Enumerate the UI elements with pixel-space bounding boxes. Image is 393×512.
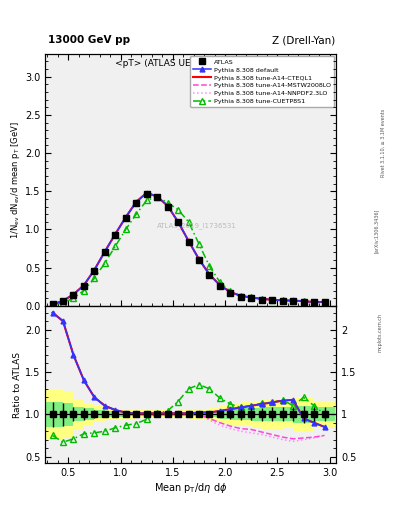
Text: 13000 GeV pp: 13000 GeV pp (48, 35, 130, 45)
Bar (42, 401, 63, 427)
Bar (136, 412, 157, 416)
Bar (272, 407, 293, 421)
Bar (136, 410, 157, 418)
Bar (251, 408, 272, 420)
Bar (63, 400, 84, 429)
Bar (94, 411, 115, 417)
Bar (105, 409, 126, 419)
Bar (241, 402, 262, 426)
Bar (199, 409, 220, 420)
Text: ATLAS_2019_I1736531: ATLAS_2019_I1736531 (156, 222, 236, 228)
Bar (189, 410, 209, 419)
Bar (314, 408, 335, 421)
Bar (303, 401, 325, 428)
Bar (209, 408, 230, 421)
Bar (53, 392, 73, 437)
Bar (251, 401, 272, 427)
Bar (84, 410, 105, 418)
Bar (73, 402, 94, 426)
Bar (94, 408, 115, 420)
Bar (262, 407, 283, 421)
Bar (283, 400, 303, 429)
Bar (42, 389, 63, 440)
Bar (105, 412, 126, 417)
Text: <pT> (ATLAS UE in Z production): <pT> (ATLAS UE in Z production) (115, 59, 266, 68)
Text: [arXiv:1306.3436]: [arXiv:1306.3436] (374, 208, 379, 252)
Bar (293, 397, 314, 431)
Bar (167, 412, 189, 416)
Y-axis label: Ratio to ATLAS: Ratio to ATLAS (13, 352, 22, 418)
Bar (157, 411, 178, 418)
Bar (73, 409, 94, 420)
Bar (115, 412, 136, 416)
Text: Rivet 3.1.10, ≥ 3.1M events: Rivet 3.1.10, ≥ 3.1M events (381, 109, 386, 178)
Bar (178, 410, 199, 418)
Bar (262, 400, 283, 429)
Bar (220, 406, 241, 423)
Bar (303, 408, 325, 421)
Bar (220, 410, 241, 419)
Bar (230, 403, 251, 425)
Bar (189, 412, 209, 416)
Bar (53, 403, 73, 425)
Bar (147, 412, 167, 416)
Bar (293, 406, 314, 423)
Text: mcplots.cern.ch: mcplots.cern.ch (378, 313, 383, 352)
Bar (84, 406, 105, 422)
Bar (209, 411, 230, 417)
Y-axis label: 1/N$_{\sf ev}$ dN$_{\sf ev}$/d mean p$_{\sf T}$ [GeV]: 1/N$_{\sf ev}$ dN$_{\sf ev}$/d mean p$_{… (9, 121, 22, 239)
Bar (241, 408, 262, 420)
X-axis label: Mean p$_{\sf T}$/d$\eta$ d$\phi$: Mean p$_{\sf T}$/d$\eta$ d$\phi$ (154, 481, 228, 495)
Bar (126, 412, 147, 416)
Bar (283, 407, 303, 421)
Bar (63, 407, 84, 421)
Bar (178, 412, 199, 416)
Bar (199, 412, 220, 417)
Legend: ATLAS, Pythia 8.308 default, Pythia 8.308 tune-A14-CTEQL1, Pythia 8.308 tune-A14: ATLAS, Pythia 8.308 default, Pythia 8.30… (190, 56, 334, 108)
Bar (126, 410, 147, 418)
Bar (147, 410, 167, 418)
Bar (272, 400, 293, 429)
Bar (167, 411, 189, 418)
Bar (157, 412, 178, 416)
Bar (314, 401, 335, 428)
Bar (230, 409, 251, 420)
Bar (115, 410, 136, 419)
Text: Z (Drell-Yan): Z (Drell-Yan) (272, 35, 335, 45)
